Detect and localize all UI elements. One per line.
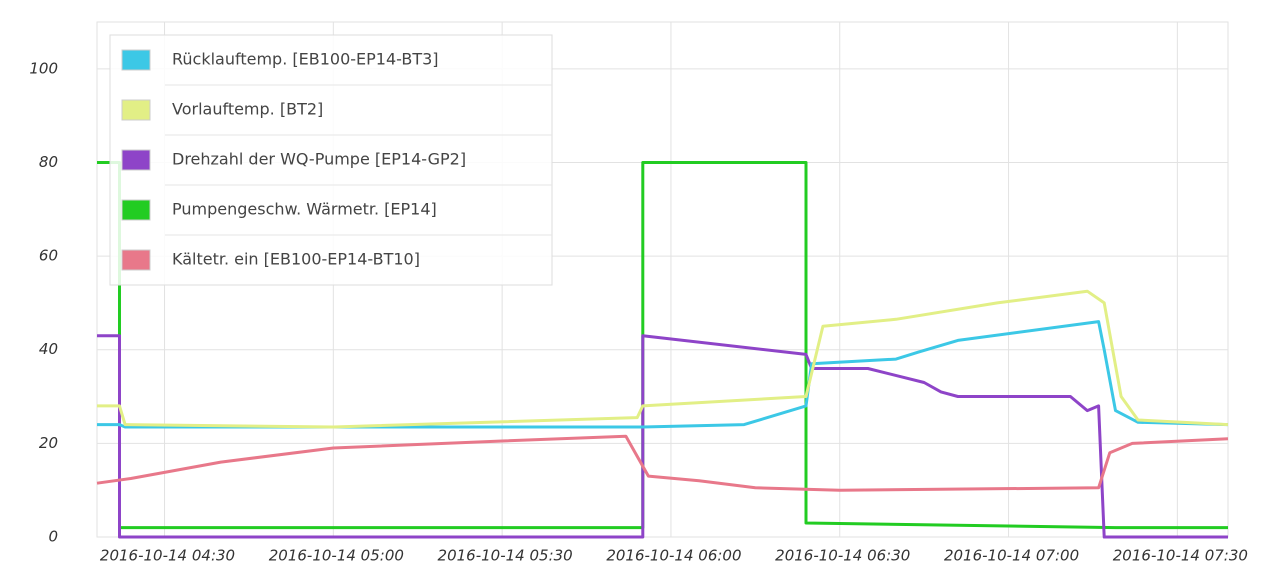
series-line xyxy=(97,334,1228,539)
legend-label: Pumpengeschw. Wärmetr. [EP14] xyxy=(172,200,437,219)
legend-label: Kältetr. ein [EB100-EP14-BT10] xyxy=(172,250,420,269)
y-tick-label: 20 xyxy=(39,434,58,452)
series-line xyxy=(96,434,1229,492)
x-tick-label: 2016-10-14 07:30 xyxy=(1113,547,1248,565)
legend-swatch xyxy=(121,249,151,271)
y-tick-label: 80 xyxy=(39,153,58,171)
legend: Rücklauftemp. [EB100-EP14-BT3] Vorlauftem… xyxy=(109,34,553,286)
y-tick-label: 100 xyxy=(29,59,58,77)
legend-swatch xyxy=(121,49,151,71)
x-tick-label: 2016-10-14 06:00 xyxy=(606,547,741,565)
y-tick-label: 0 xyxy=(48,528,58,546)
legend-swatch xyxy=(121,149,151,171)
legend-swatch xyxy=(121,199,151,221)
x-tick-label: 2016-10-14 04:30 xyxy=(100,547,235,565)
legend-swatch xyxy=(121,99,151,121)
x-tick-label: 2016-10-14 05:00 xyxy=(269,547,404,565)
y-tick-label: 60 xyxy=(39,247,58,265)
x-tick-label: 2016-10-14 05:30 xyxy=(438,547,573,565)
legend-label: Vorlauftemp. [BT2] xyxy=(172,100,323,119)
x-tick-label: 2016-10-14 07:00 xyxy=(944,547,1079,565)
series-line xyxy=(97,289,1229,429)
x-tick-label: 2016-10-14 06:30 xyxy=(775,547,910,565)
plot-border xyxy=(96,21,1229,538)
legend-label: Drehzahl der WQ-Pumpe [EP14-GP2] xyxy=(172,150,466,169)
y-tick-label: 40 xyxy=(39,340,58,358)
legend-box xyxy=(109,34,553,286)
legend-label: Rücklauftemp. [EB100-EP14-BT3] xyxy=(172,50,439,69)
